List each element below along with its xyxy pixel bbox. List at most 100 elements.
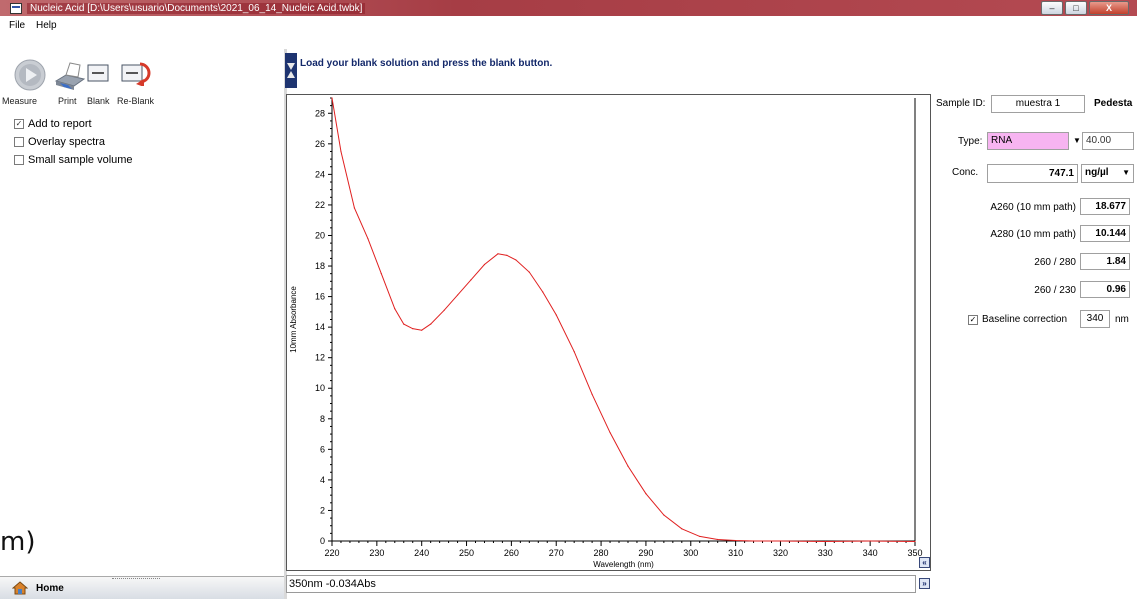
checkbox-box[interactable] (14, 155, 24, 165)
data-point (430, 323, 432, 325)
data-point (555, 314, 557, 316)
type-value: RNA (991, 135, 1013, 146)
sample-id-input[interactable]: muestra 1 (991, 95, 1085, 113)
x-tick-label: 290 (638, 548, 653, 558)
checkbox-box[interactable]: ✓ (968, 314, 978, 325)
data-point (627, 465, 629, 467)
double-chevron-down-icon[interactable]: » (919, 578, 930, 589)
ratio-260-280-label: 260 / 280 (1034, 257, 1076, 268)
type-label: Type: (958, 136, 983, 147)
data-point (699, 535, 701, 538)
data-point (394, 308, 396, 310)
home-icon (12, 581, 28, 595)
data-point (779, 540, 782, 542)
dropdown-arrow-icon: ▼ (1122, 168, 1130, 177)
a260-value: 18.677 (1080, 198, 1130, 215)
panel-separator (284, 49, 287, 599)
data-point (573, 350, 575, 353)
x-tick-label: 280 (594, 548, 609, 558)
x-tick-label: 350 (907, 548, 922, 558)
data-point (421, 329, 423, 331)
sample-id-label: Sample ID: (936, 98, 986, 109)
baseline-label: Baseline correction (982, 314, 1068, 325)
data-point (515, 259, 517, 261)
y-axis-label: 10mm Absorbance (289, 286, 298, 353)
play-button-icon (14, 59, 46, 91)
data-point (609, 431, 611, 434)
unit-select[interactable]: ng/µl ▼ (1081, 164, 1134, 183)
y-tick-label: 28 (315, 108, 325, 118)
y-tick-label: 14 (315, 322, 325, 332)
x-tick-label: 320 (773, 548, 788, 558)
data-point (506, 254, 508, 256)
spectrum-chart[interactable]: 0 2 4 6 8 10 12 14 16 18 20 22 24 26 28 220 230 240 250 260… (286, 94, 931, 571)
y-tick-label: 16 (315, 292, 325, 302)
maximize-button[interactable]: □ (1065, 1, 1087, 15)
minimize-button[interactable]: – (1041, 1, 1063, 15)
ratio-260-230-value: 0.96 (1080, 281, 1130, 298)
y-tick-label: 12 (315, 353, 325, 363)
a280-label: A280 (10 mm path) (990, 229, 1076, 240)
reblank-button[interactable] (120, 60, 154, 91)
absorbance-series-line (331, 97, 916, 542)
type-select[interactable]: RNA (987, 132, 1069, 150)
small-sample-volume-checkbox[interactable]: Small sample volume (14, 154, 133, 166)
splitter-grip[interactable] (112, 578, 160, 580)
data-point (591, 393, 593, 395)
data-point (483, 263, 486, 266)
y-tick-label: 10 (315, 383, 325, 393)
checkbox-box[interactable] (14, 137, 24, 147)
data-point (752, 540, 755, 542)
overlay-caption: m) (0, 527, 36, 557)
home-nav-bar[interactable]: Home (0, 576, 284, 599)
checkbox-label: Small sample volume (28, 154, 133, 166)
data-point (470, 279, 472, 281)
data-point (735, 539, 737, 542)
data-point (645, 493, 647, 495)
print-button[interactable] (52, 61, 86, 96)
y-tick-label: 8 (320, 414, 325, 424)
printer-icon (54, 62, 86, 90)
overlay-spectra-checkbox[interactable]: Overlay spectra (14, 136, 105, 148)
conc-value: 747.1 (987, 164, 1078, 183)
title-bar: Nucleic Acid [D:\Users\usuario\Documents… (0, 0, 1137, 16)
x-axis-label: Wavelength (nm) (593, 560, 654, 569)
dropdown-arrow-icon[interactable]: ▼ (1073, 136, 1081, 145)
data-point (443, 309, 445, 311)
window-controls: – □ X (1041, 1, 1129, 15)
checkbox-box[interactable]: ✓ (14, 119, 24, 129)
baseline-nm-input[interactable]: 340 (1080, 310, 1110, 328)
measure-button[interactable] (13, 59, 47, 96)
type-factor-field[interactable]: 40.00 (1082, 132, 1134, 150)
y-tick-label: 4 (320, 475, 325, 485)
data-point (380, 273, 382, 275)
pedestal-label: Pedesta (1094, 98, 1133, 109)
ratio-260-230-label: 260 / 230 (1034, 285, 1076, 296)
x-tick-label: 300 (683, 548, 698, 558)
data-point (367, 237, 369, 240)
menu-help[interactable]: Help (36, 20, 57, 31)
instruction-text: Load your blank solution and press the b… (300, 58, 553, 69)
x-tick-label: 250 (459, 548, 474, 558)
data-point (497, 253, 499, 255)
close-button[interactable]: X (1089, 1, 1129, 15)
reblank-label: Re-Blank (117, 96, 155, 106)
home-label: Home (36, 582, 64, 594)
data-point (914, 540, 916, 543)
data-point (340, 150, 342, 153)
double-chevron-left-icon[interactable]: « (919, 557, 930, 568)
blank-button[interactable] (86, 62, 112, 89)
menu-file[interactable]: File (9, 20, 26, 31)
checkbox-label: Add to report (28, 118, 92, 130)
ratio-260-280-value: 1.84 (1080, 253, 1130, 270)
data-point (403, 323, 405, 325)
y-tick-label: 24 (315, 169, 325, 179)
baseline-unit: nm (1115, 314, 1129, 325)
cursor-readout: 350nm -0.034Abs (286, 575, 916, 593)
add-to-report-checkbox[interactable]: ✓ Add to report (14, 118, 92, 130)
y-tick-label: 20 (315, 230, 325, 240)
data-point (456, 294, 459, 296)
baseline-correction-checkbox[interactable]: ✓ Baseline correction (968, 314, 1067, 325)
hourglass-icon (285, 53, 297, 88)
x-tick-label: 220 (324, 548, 339, 558)
